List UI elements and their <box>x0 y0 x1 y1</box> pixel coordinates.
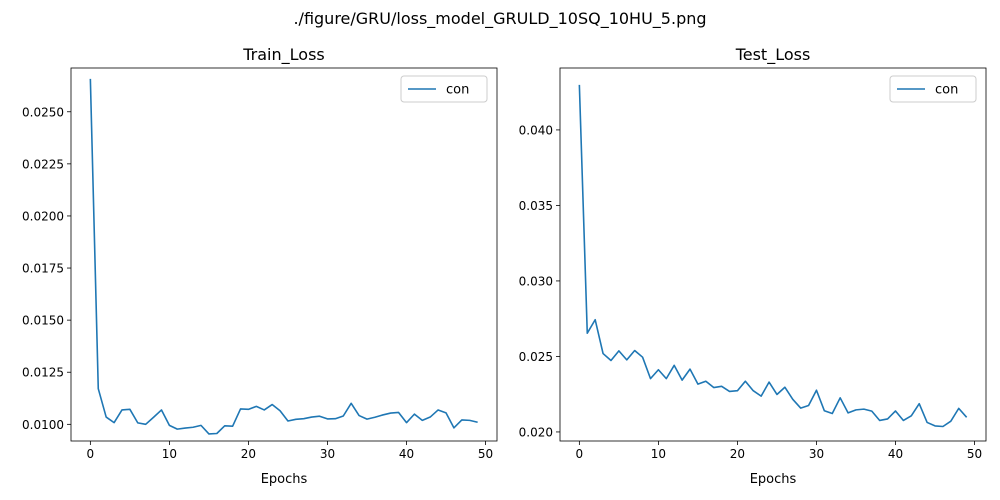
test-x-tick-label: 20 <box>730 447 745 461</box>
test-loss-axes: Test_Loss 0 10 20 30 40 50 0.020 0.025 0.030 0.035… <box>519 45 987 487</box>
figure-suptitle: ./figure/GRU/loss_model_GRULD_10SQ_10HU_… <box>293 9 706 29</box>
test-x-axis-label: Epochs <box>750 472 797 487</box>
train-series-line-con <box>89 78 478 435</box>
test-legend-box <box>889 75 977 103</box>
train-y-tick-label: 0.0125 <box>22 366 64 380</box>
train-x-tick-label: 50 <box>478 447 493 461</box>
test-y-tick-label: 0.030 <box>519 274 553 288</box>
train-x-tick-label: 30 <box>320 447 335 461</box>
train-x-axis-label: Epochs <box>261 472 308 487</box>
test-x-tick-label: 30 <box>809 447 824 461</box>
train-y-tick-label: 0.0175 <box>22 262 64 276</box>
test-x-tick-label: 40 <box>888 447 903 461</box>
test-legend-label: con <box>935 83 958 98</box>
train-x-tick-label: 0 <box>87 447 95 461</box>
train-y-tick-label: 0.0200 <box>22 209 64 223</box>
test-y-tick-label: 0.025 <box>519 350 553 364</box>
train-legend-label: con <box>446 83 469 98</box>
test-x-tick-label: 50 <box>967 447 982 461</box>
train-loss-axes: Train_Loss 0 10 20 30 40 50 0.0100 0.0125 0.0150 0… <box>22 45 498 487</box>
train-chart-title: Train_Loss <box>242 45 324 65</box>
train-y-tick-label: 0.0225 <box>22 157 64 171</box>
test-y-tick-label: 0.040 <box>519 123 553 137</box>
train-x-tick-label: 10 <box>162 447 177 461</box>
train-y-tick-label: 0.0250 <box>22 105 64 119</box>
test-chart-title: Test_Loss <box>735 45 811 65</box>
train-x-tick-label: 40 <box>399 447 414 461</box>
test-x-tick-label: 0 <box>576 447 584 461</box>
train-axes-frame <box>70 67 498 442</box>
test-axes-frame <box>559 67 987 442</box>
train-y-tick-label: 0.0100 <box>22 418 64 432</box>
test-x-tick-label: 10 <box>651 447 666 461</box>
test-y-tick-label: 0.035 <box>519 199 553 213</box>
test-series-line-con <box>578 84 968 428</box>
train-y-tick-label: 0.0150 <box>22 314 64 328</box>
test-legend: con <box>889 75 977 103</box>
train-x-tick-label: 20 <box>241 447 256 461</box>
train-legend-box <box>400 75 488 103</box>
test-y-tick-label: 0.020 <box>519 425 553 439</box>
train-legend: con <box>400 75 488 103</box>
